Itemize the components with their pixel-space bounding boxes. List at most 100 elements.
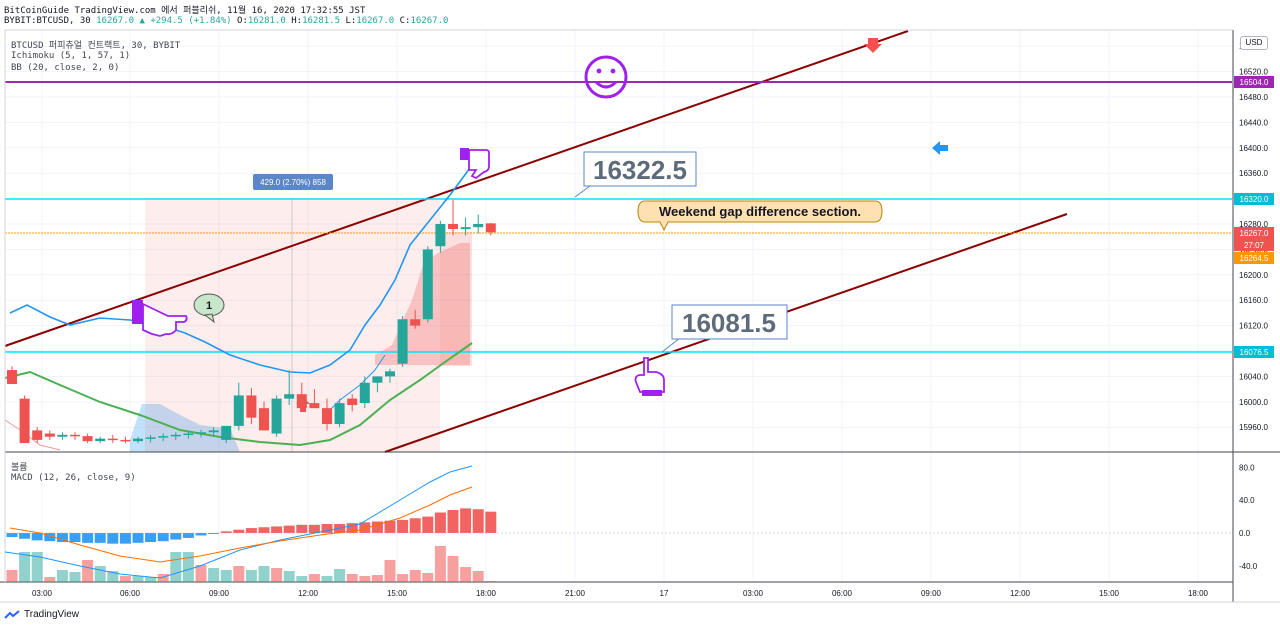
time-tick-label: 03:00 [32,589,53,598]
tradingview-brand: TradingView [4,609,79,620]
price-tick-label: 16120.0 [1239,322,1268,331]
hand-pointer-icon-left [132,300,188,337]
time-tick-label: 12:00 [1010,589,1031,598]
volume-bar [182,552,194,582]
macd-histogram-bar [485,511,497,533]
time-tick-label: 12:00 [298,589,319,598]
down-arrow-marker-icon [864,38,882,53]
tradingview-logo-icon [4,609,20,619]
candle-body [70,434,80,437]
macd-histogram-bar [31,533,43,541]
candle-body [57,434,68,437]
candle-body [145,437,156,439]
volume-bar [56,570,68,582]
volume-bar [31,552,43,582]
macd-histogram-bar [119,533,131,544]
macd-histogram-bar [145,533,157,543]
candle-body [473,224,484,228]
volume-bar [346,574,358,582]
macd-histogram-bar [245,528,257,533]
candle-body [95,438,106,442]
candle-body [44,433,55,437]
macd-histogram-bar [472,509,484,533]
macd-axis[interactable]: 80.0 40.0 0.0 -40.0 [1239,463,1258,570]
macd-pane [5,508,1233,582]
legend-macd[interactable]: MACD (12, 26, close, 9) [11,473,136,483]
volume-bar [422,573,434,582]
volume-bar [308,574,320,582]
price-tick-label: 16440.0 [1239,118,1268,127]
legend-ichimoku[interactable]: Ichimoku (5, 1, 57, 1) [11,51,131,61]
gap-note-text: Weekend gap difference section. [659,204,861,219]
macd-histogram-bar [384,520,396,533]
candle-body [284,394,295,399]
price-tick-label: 16400.0 [1239,144,1268,153]
legend-volume[interactable]: 볼륨 [11,463,28,473]
callout-16081: 16081.5 [661,304,788,353]
legend-symbol: BTCUSD 퍼피츄얼 컨트랙트, 30, BYBIT [11,41,181,51]
candle-body [133,438,143,442]
publish-title: BitCoinGuide TradingView.com 에서 퍼블리쉬, 11… [4,6,366,16]
candle-body [170,434,181,437]
smiley-icon [584,55,628,99]
price-tick-label: 16000.0 [1239,398,1268,407]
high-label: H: [291,16,303,26]
volume-bar [145,577,157,582]
macd-histogram-bar [283,525,295,533]
currency-button[interactable]: USD [1240,36,1268,50]
volume-bar [472,571,484,582]
price-axis-tag-text: 16504.0 [1240,78,1269,87]
date-range-highlight-2 [440,232,472,366]
volume-bar [157,574,169,582]
time-tick-label: 21:00 [565,589,586,598]
price-tick-label: 16280.0 [1239,220,1268,229]
macd-histogram-bar [182,533,194,538]
macd-histogram-bar [107,533,119,544]
candle-body [385,371,395,377]
candle-body [334,403,345,425]
buy-arrow-marker-icon [296,397,310,412]
high-value: 16281.5 [302,16,341,26]
volume-bar [119,576,131,582]
volume-bar [69,572,81,582]
volume-bar [271,568,283,582]
legend-bollinger[interactable]: BB (20, close, 2, 0) [11,63,120,73]
time-axis[interactable]: 03:00 06:00 09:00 12:00 15:00 18:00 21:00 17 03:… [32,589,1209,598]
time-tick-label: 15:00 [387,589,408,598]
macd-histogram-bar [69,533,81,543]
volume-bar [220,570,232,582]
macd-histogram-bar [44,533,56,542]
left-arrow-marker-icon [932,141,948,155]
low-label: L: [345,16,357,26]
macd-histogram-bar [346,523,358,533]
price-axis-tag-text: 16076.5 [1240,348,1269,357]
macd-histogram-bar [56,533,68,543]
time-tick-label: 06:00 [120,589,141,598]
candle-body [208,430,219,433]
macd-histogram-bar [460,508,472,533]
price-axis-tag-text: 16267.0 [1240,229,1269,238]
volume-bar [208,568,220,582]
close-value: 16267.0 [410,16,449,26]
candle-body [196,432,206,434]
hand-pointer-icon-bottom [634,357,665,396]
price-tick-label: 16200.0 [1239,271,1268,280]
candle-body [309,403,320,409]
candle-body [372,376,383,383]
symbol-label: BYBIT:BTCUSD, 30 [4,16,91,26]
volume-bar [245,570,257,582]
macd-tick-label: 0.0 [1239,529,1251,538]
date-range-highlight [145,198,440,452]
price-tick-label: 16160.0 [1239,296,1268,305]
macd-signal-line [9,486,473,563]
time-tick-label: 06:00 [832,589,853,598]
volume-bar [321,576,333,582]
volume-bar [371,575,383,582]
candle-series [7,199,496,444]
candle-body [448,224,458,230]
candle-body [32,430,43,440]
price-tick-label: 16520.0 [1239,68,1268,77]
macd-histogram-bar [195,533,207,536]
macd-histogram-bar [157,533,169,542]
